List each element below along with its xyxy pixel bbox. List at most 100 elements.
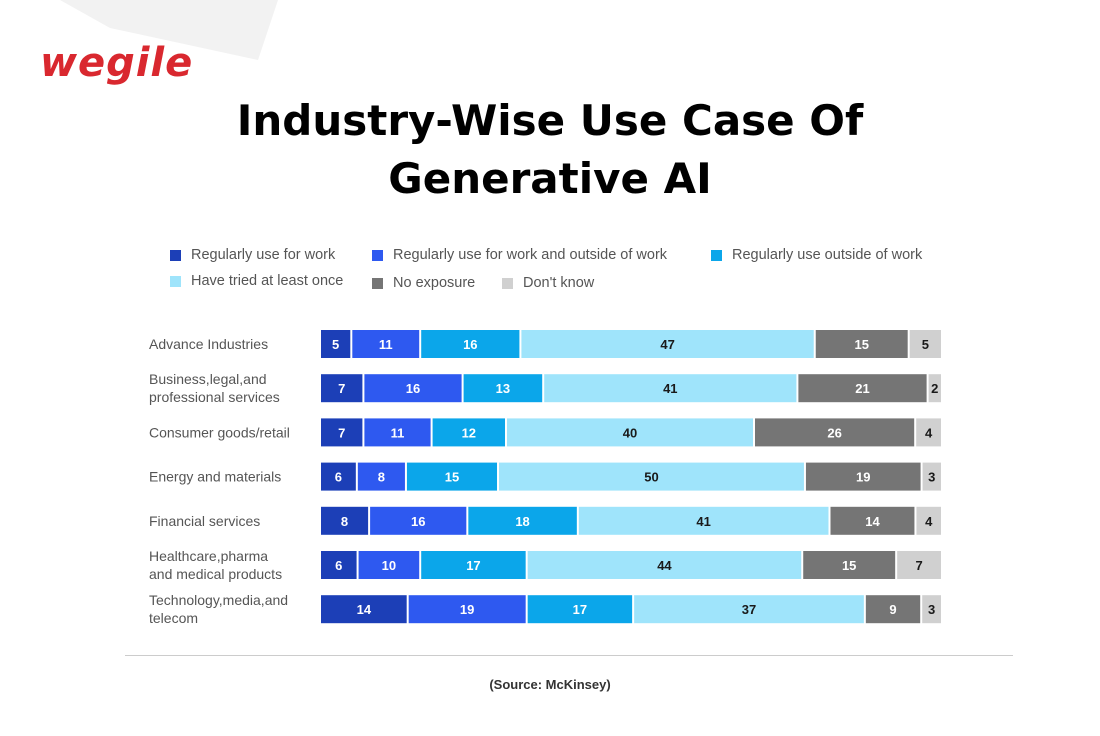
bar-segment <box>321 374 363 403</box>
data-label: 13 <box>496 381 510 396</box>
bar-segment <box>421 330 520 358</box>
bar-segment <box>865 595 921 624</box>
data-label: 14 <box>865 514 880 529</box>
data-label: 4 <box>925 514 933 529</box>
data-label: 6 <box>335 558 342 573</box>
legend-label: Don't know <box>523 275 595 291</box>
bar-segment <box>922 595 941 624</box>
data-label: 5 <box>332 337 339 352</box>
data-label: 26 <box>827 425 841 440</box>
bar-segment <box>321 506 369 535</box>
category-label: and medical products <box>149 566 282 582</box>
chart-title-line-2: Generative AI <box>388 154 712 203</box>
bar-segment <box>755 418 915 447</box>
data-label: 21 <box>855 381 869 396</box>
data-label: 7 <box>338 425 345 440</box>
category-label: Consumer goods/retail <box>149 424 290 440</box>
bar-segment <box>521 330 814 358</box>
data-label: 15 <box>854 337 868 352</box>
bar-segment <box>463 374 543 403</box>
bar-segment <box>352 330 420 358</box>
data-label: 3 <box>928 602 935 617</box>
source-note: (Source: McKinsey) <box>489 677 611 692</box>
legend-item-regular-work: Regularly use for work <box>170 245 335 265</box>
bar-segment <box>805 462 921 491</box>
legend-item-work-and-outside: Regularly use for work and outside of wo… <box>372 245 667 265</box>
data-label: 41 <box>696 514 710 529</box>
data-label: 5 <box>922 337 929 352</box>
bar-segment <box>364 374 462 403</box>
chart-title-line-1: Industry-Wise Use Case Of <box>236 96 864 145</box>
legend-label: Regularly use outside of work <box>732 247 923 263</box>
data-label: 11 <box>379 337 393 352</box>
bar-segment <box>909 330 941 358</box>
bar-segment <box>634 595 864 624</box>
data-label: 18 <box>515 514 529 529</box>
bar-segment <box>468 506 577 535</box>
data-label: 10 <box>382 558 396 573</box>
bar-segment <box>321 330 351 358</box>
data-label: 17 <box>466 558 480 573</box>
legend-item-tried-once: Have tried at least once <box>170 271 343 291</box>
data-label: 7 <box>915 558 922 573</box>
wegile-logo: wegile <box>40 40 194 86</box>
bar-segment <box>803 551 896 579</box>
bar-segment <box>358 551 420 579</box>
legend-swatch <box>372 277 383 289</box>
data-label: 40 <box>623 425 637 440</box>
data-label: 8 <box>378 470 385 485</box>
data-label: 3 <box>928 470 935 485</box>
data-label: 6 <box>335 470 342 485</box>
data-label: 50 <box>644 470 658 485</box>
bar-segment <box>499 462 804 491</box>
bar-segment <box>321 462 356 491</box>
bar-segment <box>916 506 941 535</box>
data-label: 15 <box>445 470 459 485</box>
legend-label: Regularly use for work <box>191 247 336 263</box>
legend-item-no-exposure: No exposure <box>372 273 475 293</box>
bar-segment <box>578 506 829 535</box>
category-label: telecom <box>149 610 198 626</box>
bar-segment <box>406 462 498 491</box>
data-label: 4 <box>925 425 933 440</box>
bar-segment <box>544 374 797 403</box>
category-label: professional services <box>149 389 280 405</box>
data-label: 2 <box>931 381 938 396</box>
bar-segment <box>916 418 941 447</box>
legend-swatch <box>372 249 383 261</box>
data-label: 12 <box>462 425 476 440</box>
legend-swatch <box>170 249 181 261</box>
bar-segment <box>357 462 405 491</box>
data-label: 19 <box>460 602 474 617</box>
bar-segment <box>364 418 431 447</box>
data-label: 14 <box>357 602 372 617</box>
data-label: 19 <box>856 470 870 485</box>
data-label: 41 <box>663 381 677 396</box>
bar-segment <box>321 418 363 447</box>
bar-segment <box>321 551 357 579</box>
chart-title: Industry-Wise Use Case Of Generative AI <box>0 92 1100 208</box>
category-label: Technology,media,and <box>149 592 288 608</box>
bar-segment <box>408 595 526 624</box>
footer-divider <box>125 655 1013 656</box>
data-label: 17 <box>573 602 587 617</box>
bar-segment <box>421 551 526 579</box>
data-label: 8 <box>341 514 348 529</box>
bar-segment <box>527 595 633 624</box>
legend-item-dont-know: Don't know <box>502 273 594 293</box>
category-label: Energy and materials <box>149 469 281 485</box>
bar-segment <box>922 462 941 491</box>
bar-segment <box>527 551 802 579</box>
data-label: 16 <box>406 381 420 396</box>
category-label: Business,legal,and <box>149 371 267 387</box>
data-label: 16 <box>411 514 425 529</box>
legend-item-outside-work: Regularly use outside of work <box>711 245 922 265</box>
data-label: 37 <box>742 602 756 617</box>
category-label: Healthcare,pharma <box>149 548 268 564</box>
data-label: 16 <box>463 337 477 352</box>
legend-swatch <box>170 275 181 287</box>
category-label: Advance Industries <box>149 336 268 352</box>
data-label: 44 <box>657 558 672 573</box>
data-label: 9 <box>889 602 896 617</box>
